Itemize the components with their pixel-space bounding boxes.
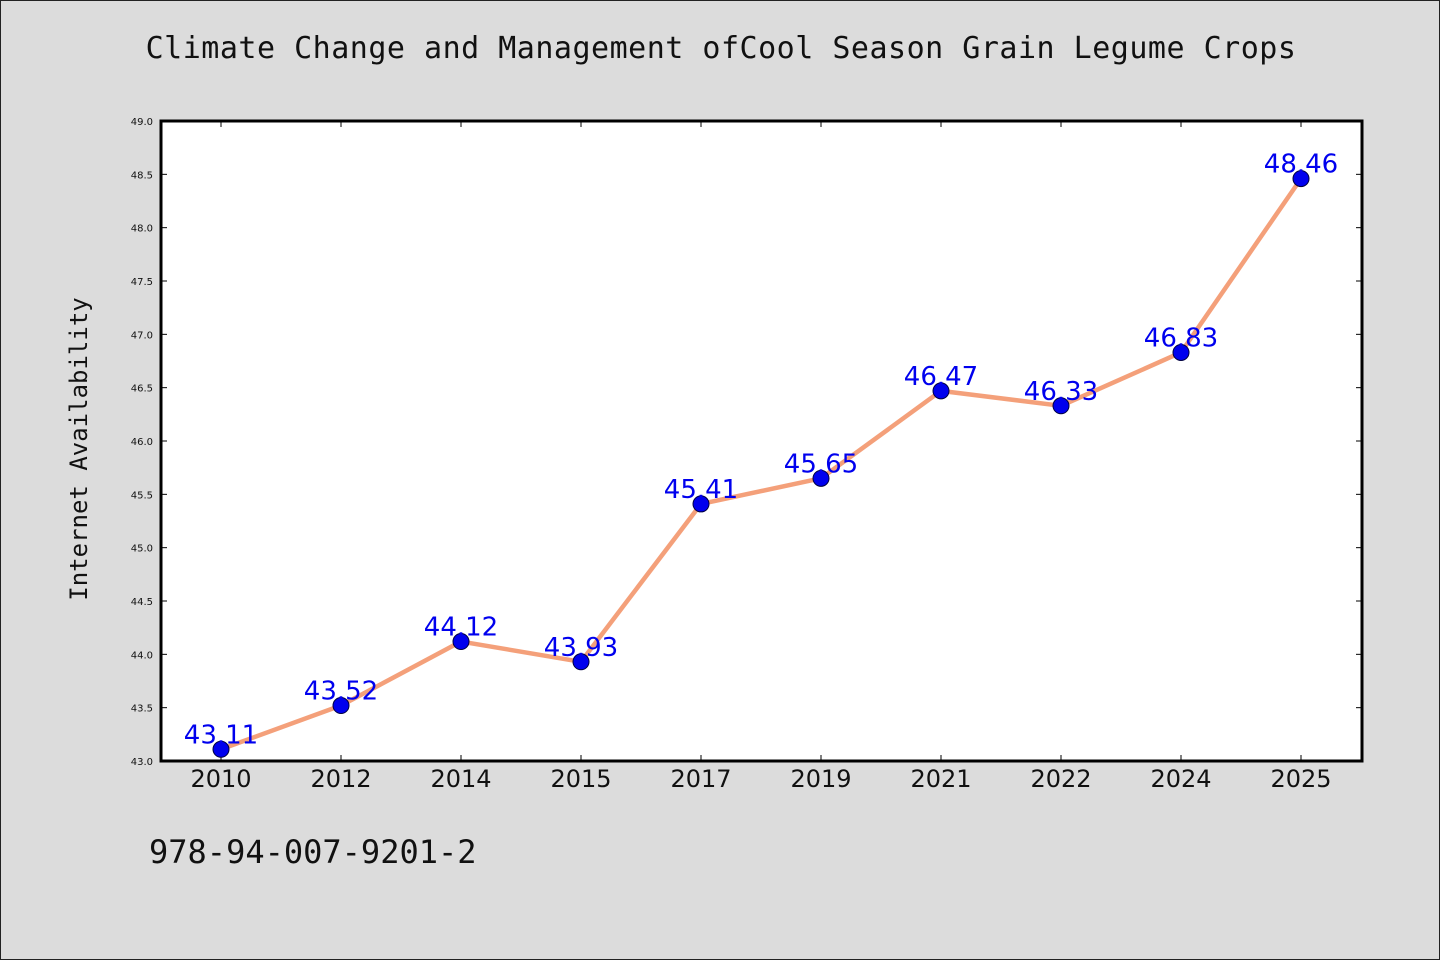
y-tick-label: 47.5 xyxy=(131,277,153,288)
data-label: 44.12 xyxy=(424,613,498,643)
x-tick-label: 2022 xyxy=(1030,765,1091,793)
data-label: 43.52 xyxy=(304,677,378,707)
data-label: 46.83 xyxy=(1144,323,1218,353)
data-point xyxy=(572,653,590,671)
data-label: 45.41 xyxy=(664,475,738,505)
data-label-layer: 43.11 43.52 44.12 43.93 45.41 45.65 46.47 46.33… xyxy=(184,150,1338,751)
x-axis-ticks: 2010 2012 2014 2015 2017 2019 2021 2022 2024 2025 xyxy=(190,121,1332,793)
y-tick-label: 47.0 xyxy=(131,330,153,341)
data-label: 46.47 xyxy=(904,362,978,392)
x-tick-label: 2015 xyxy=(550,765,611,793)
data-point xyxy=(212,740,230,758)
data-label: 45.65 xyxy=(784,449,858,479)
y-tick-label: 44.0 xyxy=(131,650,153,661)
y-tick-label: 48.5 xyxy=(131,170,153,181)
x-tick-label: 2017 xyxy=(670,765,731,793)
x-tick-label: 2012 xyxy=(310,765,371,793)
y-tick-label: 49.0 xyxy=(131,117,153,128)
y-tick-label: 48.0 xyxy=(131,224,153,235)
x-tick-label: 2010 xyxy=(190,765,251,793)
data-label: 43.93 xyxy=(544,633,618,663)
y-axis-ticks: 43.0 43.5 44.0 44.5 45.0 45.5 46.0 46.5 47.0 47.5… xyxy=(131,117,1362,768)
data-point xyxy=(1052,397,1070,415)
y-tick-label: 46.5 xyxy=(131,384,153,395)
y-tick-label: 46.0 xyxy=(131,437,153,448)
x-tick-label: 2019 xyxy=(790,765,851,793)
x-tick-label: 2014 xyxy=(430,765,491,793)
x-tick-label: 2024 xyxy=(1150,765,1211,793)
chart-title: Climate Change and Management ofCool Sea… xyxy=(145,31,1297,66)
y-tick-label: 44.5 xyxy=(131,597,153,608)
data-point xyxy=(692,495,710,513)
data-point xyxy=(1172,343,1190,361)
data-label: 43.11 xyxy=(184,720,258,750)
y-tick-label: 43.0 xyxy=(131,757,153,768)
y-tick-label: 45.0 xyxy=(131,544,153,555)
x-tick-label: 2021 xyxy=(910,765,971,793)
data-point xyxy=(812,469,830,487)
x-tick-label: 2025 xyxy=(1270,765,1331,793)
y-axis-label: Internet Availability xyxy=(65,297,93,600)
data-point xyxy=(1292,170,1310,188)
y-tick-label: 45.5 xyxy=(131,490,153,501)
series-line xyxy=(220,177,1303,752)
y-tick-label: 43.5 xyxy=(131,704,153,715)
series-layer xyxy=(212,170,1310,758)
data-label: 48.46 xyxy=(1264,150,1338,180)
data-point xyxy=(932,382,950,400)
data-point xyxy=(332,697,350,715)
data-label: 46.33 xyxy=(1024,377,1098,407)
isbn-text: 978-94-007-9201-2 xyxy=(149,833,477,871)
data-point xyxy=(452,633,470,651)
plot-area xyxy=(159,119,1364,763)
